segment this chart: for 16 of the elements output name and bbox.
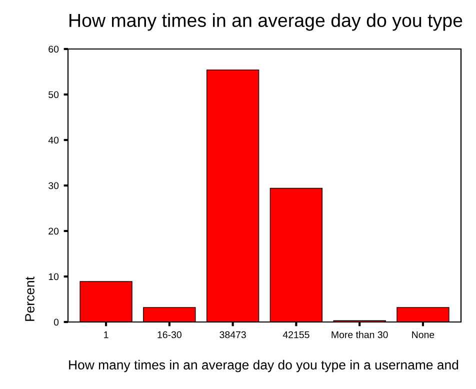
- x-tick-label: 1: [104, 331, 108, 338]
- chart-title: How many times in an average day do you type: [70, 13, 462, 31]
- x-axis-title: How many times in an average day do you type in a username and: [69, 360, 458, 372]
- y-tick-label: 60: [48, 46, 59, 53]
- y-tick-label: 30: [48, 182, 59, 190]
- x-tick-label: 16-30: [158, 331, 182, 338]
- y-tick-label: 50: [48, 91, 59, 98]
- y-tick-label: 0: [54, 318, 59, 326]
- x-tick-label: 38473: [220, 331, 246, 338]
- x-tick-label: More than 30: [332, 331, 388, 338]
- x-tick-label: 42155: [282, 331, 310, 338]
- y-tick-label: 10: [48, 273, 59, 280]
- y-tick-label: 20: [48, 228, 59, 235]
- x-tick-label: None: [412, 331, 434, 338]
- y-tick-label: 40: [48, 136, 59, 144]
- y-axis-title: Percent: [25, 276, 34, 321]
